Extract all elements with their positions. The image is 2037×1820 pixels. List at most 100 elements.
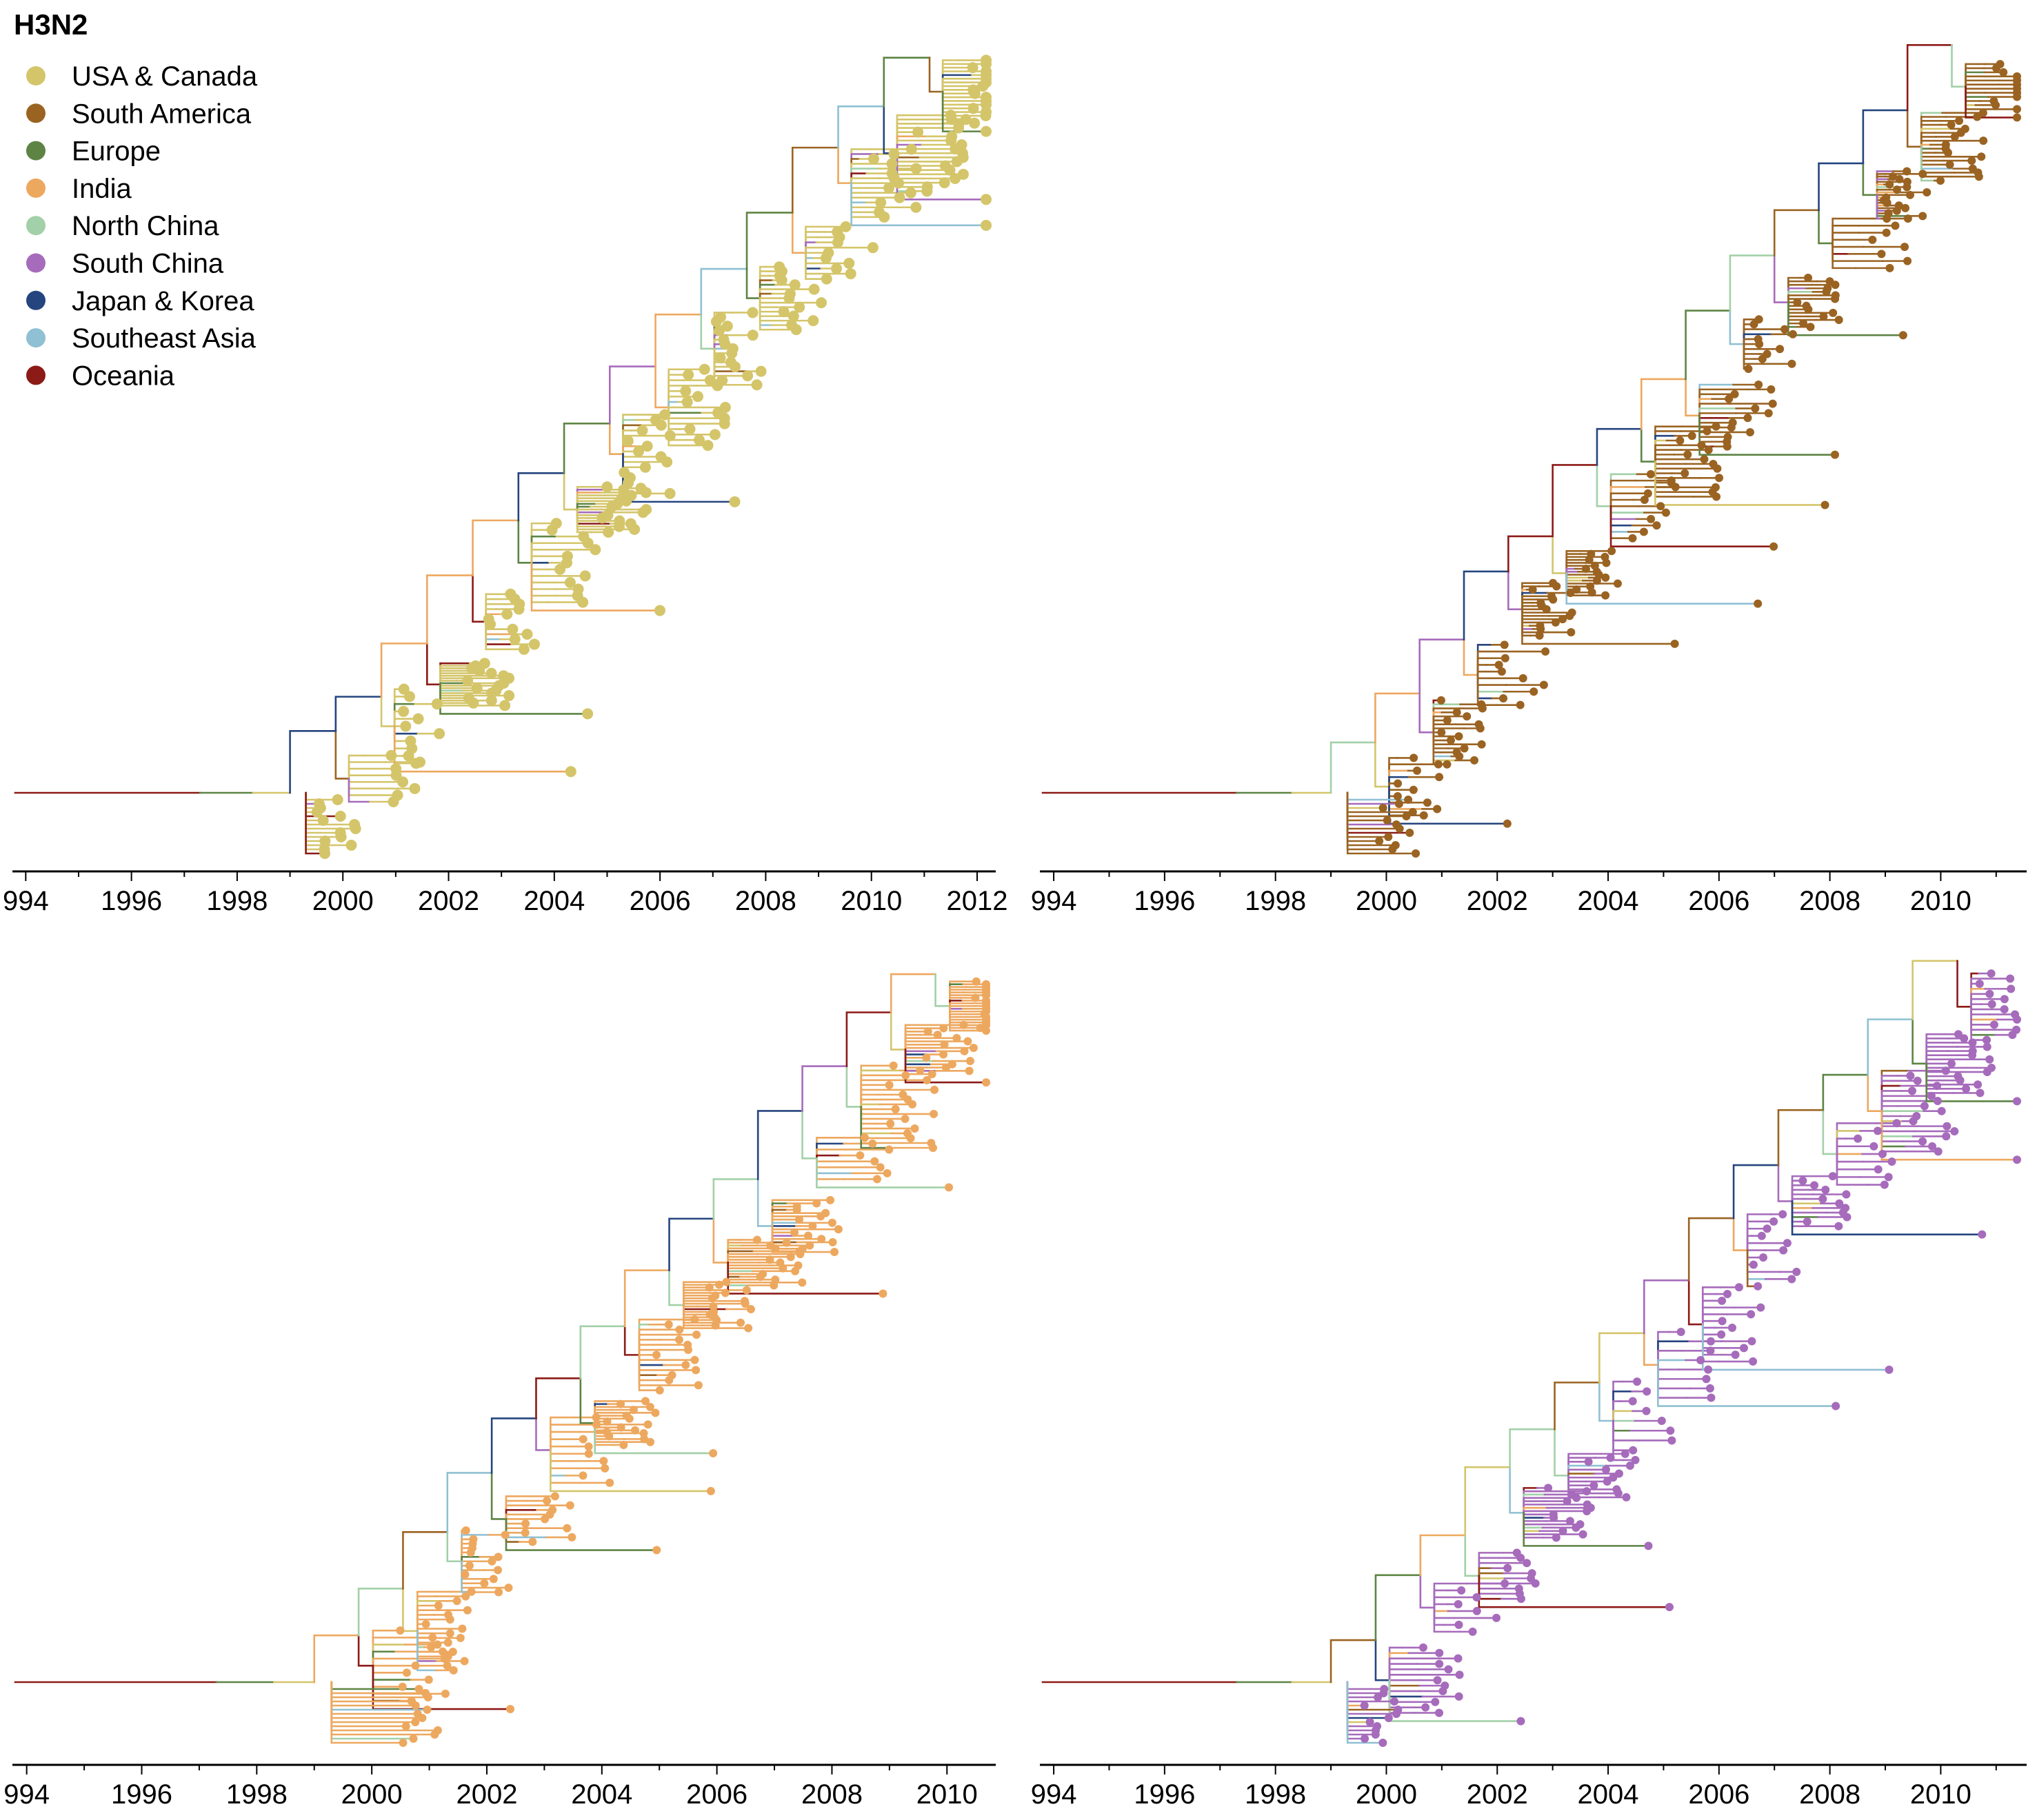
tip-india — [690, 1355, 699, 1364]
x-tick-label: 1996 — [1134, 1779, 1195, 1810]
tip-india — [641, 1397, 650, 1406]
tree-branch — [1777, 1164, 1794, 1202]
tip-south-china — [1666, 1426, 1675, 1435]
tree-branch — [1507, 535, 1554, 573]
tree-branch — [330, 1681, 404, 1744]
tip-usa-and-canada — [334, 811, 346, 822]
tree-branch — [623, 1325, 641, 1356]
tree-branch — [883, 57, 931, 108]
tree-branch — [1432, 727, 1465, 734]
tree-branch — [1685, 378, 1700, 417]
tree-branch — [1698, 414, 1713, 424]
tip-usa-and-canada — [503, 690, 515, 702]
tip-india — [584, 1442, 593, 1451]
tip-usa-and-canada — [410, 758, 422, 769]
tip-india — [901, 1071, 910, 1080]
tip-usa-and-canada — [845, 268, 856, 280]
tip-south-china — [1937, 1106, 1946, 1115]
tip-south-america — [1991, 101, 2000, 110]
tree-branch — [576, 500, 611, 511]
tree-branch — [1701, 1323, 1890, 1371]
tree-branch — [1970, 1006, 1990, 1015]
tree-branch — [941, 89, 961, 93]
tree-branch — [1612, 1419, 1632, 1432]
tip-usa-and-canada — [632, 445, 644, 457]
tree-branch — [623, 1269, 670, 1328]
tree-branch — [791, 146, 839, 214]
tip-south-china — [1835, 1199, 1844, 1208]
tree-branch — [860, 1064, 877, 1108]
tip-india — [528, 1537, 537, 1546]
tree-branch — [1565, 572, 1586, 576]
tip-south-china — [1523, 1559, 1532, 1568]
tree-branch — [1773, 209, 1820, 256]
tip-india — [982, 1078, 990, 1087]
tip-south-america — [1501, 654, 1509, 663]
tip-india — [449, 1666, 458, 1675]
tip-south-america — [1565, 611, 1574, 620]
tip-india — [665, 1376, 674, 1385]
tip-south-china — [1756, 1303, 1765, 1312]
tree-branch — [1640, 378, 1687, 430]
tip-south-china — [1516, 1595, 1525, 1604]
tree-branch — [1920, 143, 1931, 148]
tip-usa-and-canada — [397, 776, 409, 788]
tip-india — [794, 1215, 803, 1224]
tip-south-america — [1768, 399, 1777, 408]
tip-usa-and-canada — [714, 325, 725, 336]
tree-branch — [348, 767, 366, 780]
tip-south-china — [1572, 1523, 1581, 1532]
tip-south-america — [1572, 585, 1581, 594]
tree-branch — [1818, 162, 1865, 212]
tree-branches — [1041, 44, 2018, 855]
tree-branch — [745, 212, 794, 270]
tip-usa-and-canada — [778, 306, 790, 318]
tip-india — [742, 1286, 751, 1295]
tip-south-america — [1751, 404, 1760, 413]
tip-south-china — [1987, 1000, 1996, 1009]
tree-branch — [348, 778, 370, 783]
tip-usa-and-canada — [601, 481, 613, 493]
tip-india — [467, 1587, 476, 1596]
tip-south-america — [1477, 740, 1486, 749]
tree-branch — [1419, 1574, 1436, 1609]
tree-branch — [1832, 242, 1865, 248]
tip-usa-and-canada — [621, 495, 632, 507]
tip-south-america — [1455, 752, 1464, 761]
tip-south-america — [1581, 565, 1590, 574]
tip-south-america — [1895, 174, 1904, 183]
tree-branch — [490, 1417, 537, 1474]
tip-usa-and-canada — [747, 330, 759, 341]
legend-label-south-america: South America — [72, 99, 252, 129]
tree-branch — [372, 1657, 424, 1667]
tip-south-china — [1983, 1042, 1991, 1051]
tree-branch — [801, 1065, 848, 1112]
tree-branch — [1920, 139, 1946, 148]
tree-branch — [1643, 1332, 1659, 1366]
tip-usa-and-canada — [606, 501, 618, 512]
tip-usa-and-canada — [790, 324, 802, 336]
tip-south-america — [1712, 492, 1721, 501]
tree-branch — [1970, 1003, 1983, 1008]
tip-south-china — [2013, 1097, 2021, 1106]
tip-usa-and-canada — [603, 526, 614, 538]
tip-south-america — [1601, 591, 1610, 600]
tree-branch — [1791, 1193, 1814, 1202]
tree-branch — [1687, 1217, 1735, 1282]
tip-usa-and-canada — [783, 292, 795, 304]
tip-south-america — [1661, 508, 1670, 517]
tree-branch — [550, 1445, 576, 1451]
tip-usa-and-canada — [350, 823, 361, 834]
tip-south-america — [1423, 798, 1432, 807]
tree-branch — [1867, 1073, 1883, 1112]
tree-branch — [1609, 473, 1638, 507]
tip-south-china — [1913, 1076, 1922, 1085]
tip-usa-and-canada — [807, 315, 819, 327]
tip-india — [916, 1066, 925, 1075]
tree-branch — [1640, 427, 1656, 463]
tip-india — [963, 1037, 972, 1046]
tip-south-america — [1443, 716, 1452, 725]
tip-india — [592, 1420, 601, 1429]
tree-branch — [1433, 1606, 1461, 1633]
